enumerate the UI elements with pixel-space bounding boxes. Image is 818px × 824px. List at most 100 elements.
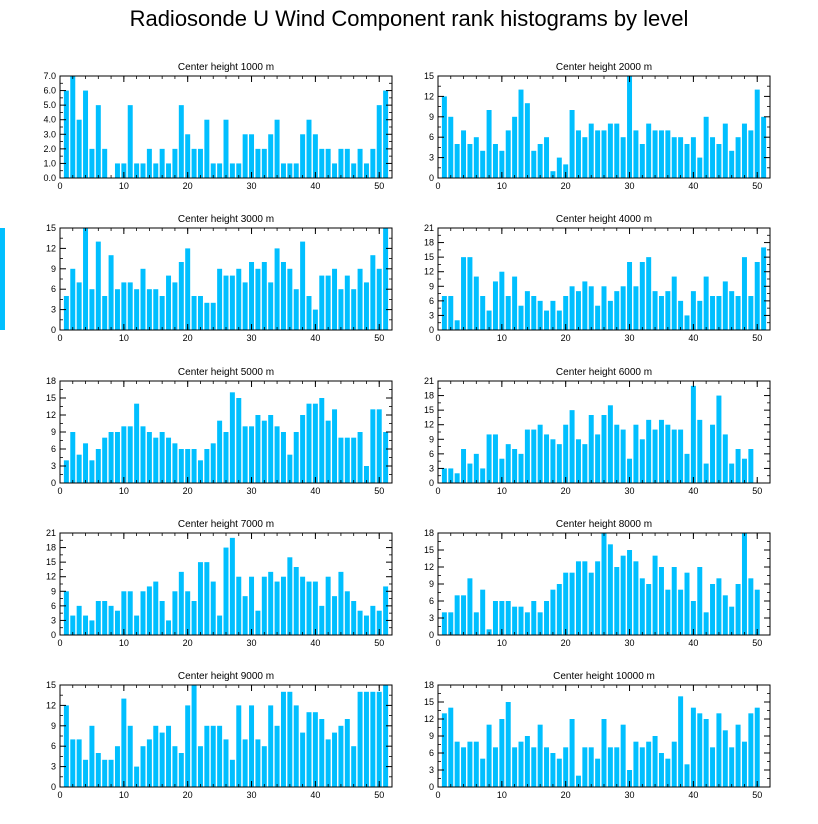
histogram-bar: [280, 163, 286, 178]
histogram-bar: [639, 144, 645, 178]
histogram-bar: [83, 759, 89, 787]
histogram-bar: [121, 163, 127, 178]
histogram-bar: [544, 137, 550, 178]
histogram-bar: [114, 163, 120, 178]
histogram-bar: [114, 746, 120, 787]
histogram-bar: [280, 691, 286, 787]
y-tick-label: 9: [51, 427, 56, 437]
histogram-bar: [601, 533, 607, 635]
histogram-bar: [703, 719, 709, 787]
histogram-bar: [448, 707, 454, 787]
histogram-bar: [665, 424, 671, 483]
histogram-bar: [627, 458, 633, 483]
histogram-bar: [223, 547, 229, 635]
histogram-bar: [627, 76, 633, 178]
histogram-bar: [255, 148, 261, 178]
histogram-bar: [140, 163, 146, 178]
histogram-bar: [550, 753, 556, 787]
y-tick-label: 21: [424, 223, 434, 233]
histogram-bar: [646, 584, 652, 635]
y-tick-label: 15: [424, 71, 434, 81]
histogram-bar: [70, 615, 76, 635]
x-tick-label: 0: [435, 333, 440, 343]
histogram-bar: [678, 589, 684, 635]
x-tick-label: 10: [497, 333, 507, 343]
histogram-bar: [524, 736, 530, 787]
histogram-bar: [492, 747, 498, 787]
histogram-bar: [140, 268, 146, 330]
histogram-bar: [486, 110, 492, 178]
histogram-bar: [550, 439, 556, 483]
histogram-bar: [357, 148, 363, 178]
histogram-bar: [127, 426, 133, 483]
histogram-bar: [70, 268, 76, 330]
histogram-bar: [531, 747, 537, 787]
histogram-bar: [754, 89, 760, 178]
y-tick-label: 12: [46, 243, 56, 253]
histogram-bar: [722, 730, 728, 787]
histogram-bar: [89, 460, 95, 483]
y-tick-label: 6: [429, 596, 434, 606]
histogram-bar: [729, 606, 735, 635]
histogram-bar: [268, 282, 274, 330]
histogram-bar: [575, 291, 581, 330]
histogram-bar: [716, 395, 722, 483]
panel-title: Center height 10000 m: [553, 671, 655, 682]
histogram-bar: [735, 584, 741, 635]
y-tick-label: 9: [429, 731, 434, 741]
panel-title: Center height 2000 m: [556, 62, 652, 73]
histogram-bar: [319, 275, 325, 330]
histogram-bar: [76, 282, 82, 330]
y-tick-label: 0: [51, 325, 56, 335]
histogram-bar: [153, 725, 159, 787]
histogram-bar: [210, 163, 216, 178]
x-tick-label: 20: [561, 181, 571, 191]
histogram-bar: [344, 437, 350, 483]
histogram-bar: [614, 123, 620, 178]
histogram-bar: [595, 305, 601, 330]
panel-title: Center height 7000 m: [178, 519, 274, 530]
histogram-bar: [249, 426, 255, 483]
histogram-bar: [357, 610, 363, 635]
histogram-bar: [172, 282, 178, 330]
histogram-bar: [249, 134, 255, 178]
histogram-bar: [159, 601, 165, 635]
histogram-bar: [614, 291, 620, 330]
histogram-bar: [595, 130, 601, 178]
histogram-bar: [652, 130, 658, 178]
histogram-bar: [473, 453, 479, 483]
panel-title: Center height 5000 m: [178, 367, 274, 378]
x-tick-label: 0: [57, 638, 62, 648]
histogram-bar: [563, 296, 569, 330]
histogram-bar: [312, 309, 318, 330]
histogram-bar: [710, 747, 716, 787]
histogram-bar: [595, 758, 601, 787]
histogram-bar: [524, 612, 530, 635]
histogram-bar: [486, 724, 492, 787]
histogram-bar: [697, 419, 703, 483]
histogram-bar: [703, 463, 709, 483]
histogram-bar: [114, 289, 120, 330]
histogram-bar: [293, 705, 299, 787]
histogram-bar: [255, 739, 261, 787]
histogram-bar: [76, 605, 82, 635]
histogram-bar: [512, 116, 518, 178]
histogram-bar: [287, 557, 293, 635]
x-tick-label: 0: [57, 790, 62, 800]
histogram-bar: [741, 458, 747, 483]
y-tick-label: 12: [424, 267, 434, 277]
histogram-bar: [210, 443, 216, 483]
histogram-bar: [261, 262, 267, 330]
y-tick-label: 0: [429, 630, 434, 640]
histogram-bar: [627, 550, 633, 635]
histogram-bar: [70, 432, 76, 483]
histogram-bar: [480, 296, 486, 330]
histogram-bar: [722, 123, 728, 178]
y-tick-label: 0: [429, 782, 434, 792]
histogram-bar: [197, 148, 203, 178]
x-tick-label: 20: [561, 333, 571, 343]
histogram-bar: [448, 468, 454, 483]
histogram-bar: [441, 96, 447, 178]
histogram-bar: [620, 137, 626, 178]
histogram-bar: [499, 271, 505, 330]
